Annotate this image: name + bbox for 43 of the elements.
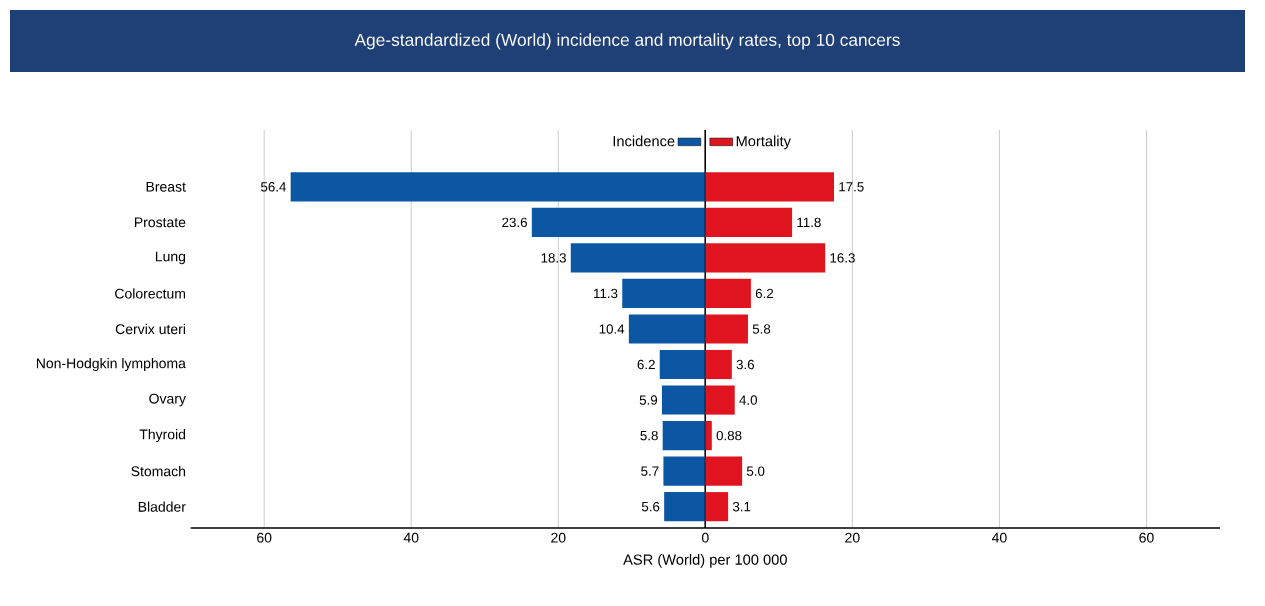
data-label: 5.7 <box>641 466 659 476</box>
data-label: 5.8 <box>752 324 771 334</box>
bar <box>705 421 712 451</box>
x-tick-label: 40 <box>403 532 419 543</box>
data-label: 6.2 <box>637 359 655 370</box>
data-label: 5.6 <box>641 501 660 512</box>
data-label: 0.88 <box>716 430 742 441</box>
data-label: 17.5 <box>839 182 864 192</box>
y-tick-label: Prostate <box>134 217 186 228</box>
data-label: 23.6 <box>502 217 527 228</box>
x-tick-label: 0 <box>701 532 709 543</box>
x-tick-label: 40 <box>991 532 1007 543</box>
y-tick-label: Lung <box>155 251 186 265</box>
data-label: 11.3 <box>594 288 618 299</box>
y-tick-label: Stomach <box>131 465 186 477</box>
y-tick-label: Ovary <box>149 393 186 407</box>
data-label: 3.6 <box>736 359 755 370</box>
x-axis-title: ASR (World) per 100 000 <box>623 554 787 568</box>
data-label: 3.1 <box>732 501 751 512</box>
data-label: 6.2 <box>755 288 774 299</box>
data-label: 5.9 <box>639 395 658 405</box>
legend-label: Mortality <box>736 135 791 150</box>
data-label: 4.0 <box>739 395 758 405</box>
data-label: 10.4 <box>599 324 625 334</box>
y-tick-label: Colorectum <box>115 288 186 299</box>
data-label: 16.3 <box>830 253 855 263</box>
y-tick-label: Non-Hodgkin lymphoma <box>36 357 186 372</box>
x-tick-label: 60 <box>257 532 272 543</box>
chart-title: Age-standardized (World) incidence and mortality rates, top 10 cancers <box>354 33 900 50</box>
x-tick-label: 60 <box>1139 532 1154 543</box>
data-label: 5.0 <box>746 466 765 476</box>
data-label: 11.8 <box>797 217 821 228</box>
y-tick-label: Thyroid <box>139 429 186 443</box>
data-label: 5.8 <box>640 430 658 441</box>
y-tick-label: Bladder <box>138 501 186 512</box>
data-label: 56.4 <box>260 182 286 192</box>
data-label: 18.3 <box>541 253 566 263</box>
y-tick-label: Cervix uteri <box>115 323 185 335</box>
x-tick-label: 20 <box>845 532 860 543</box>
y-tick-label: Breast <box>146 181 186 192</box>
legend-label: Incidence <box>613 135 675 147</box>
bar <box>705 172 834 202</box>
x-tick-label: 20 <box>551 532 566 543</box>
